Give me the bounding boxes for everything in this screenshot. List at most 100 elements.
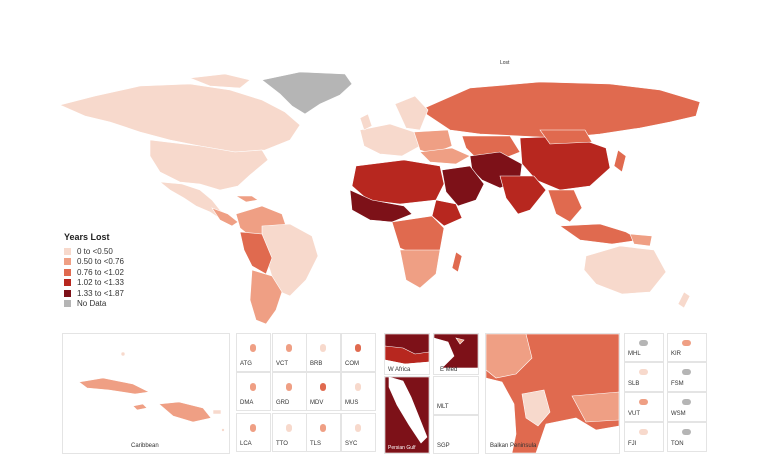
island-shape — [355, 344, 361, 352]
inset-sgp: SGP — [433, 415, 479, 454]
inset-island-atg: ATG — [236, 333, 271, 372]
region-madagascar — [451, 251, 463, 273]
inset-island-brb: BRB — [306, 333, 341, 372]
island-shape — [286, 344, 292, 352]
island-shape — [639, 340, 648, 346]
island-shape — [682, 399, 691, 405]
inset-island-ton: TON — [667, 422, 707, 452]
inset-island-lca: LCA — [236, 413, 271, 452]
island-shape — [639, 399, 648, 405]
inset-island-label: SLB — [628, 381, 640, 387]
legend-swatch — [64, 300, 71, 308]
inset-island-label: SYC — [345, 441, 358, 447]
region-usa — [149, 139, 269, 191]
legend-row: No Data — [64, 299, 174, 310]
region-turkey — [419, 147, 471, 165]
region-india — [499, 175, 547, 215]
region-australia — [583, 245, 667, 295]
inset-label-mlt: MLT — [437, 404, 449, 410]
island-shape — [682, 340, 691, 346]
inset-island-label: GRD — [276, 400, 290, 406]
inset-island-fji: FJI — [624, 422, 664, 452]
region-papua-new-guinea — [629, 233, 653, 247]
legend-label: 0 to <0.50 — [77, 246, 113, 256]
inset-w-africa: W Africa — [384, 333, 430, 375]
inset-island-label: DMA — [240, 400, 254, 406]
island-shape — [682, 429, 691, 435]
legend-label: 1.33 to <1.87 — [77, 288, 124, 298]
inset-island-kir: KIR — [667, 333, 707, 362]
legend-swatch — [64, 279, 71, 287]
inset-island-label: MDV — [310, 400, 324, 406]
inset-island-label: BRB — [310, 361, 323, 367]
region-canada-alaska — [59, 83, 301, 153]
island-shape — [286, 383, 292, 391]
inset-island-syc: SYC — [341, 413, 376, 452]
legend-row: 1.33 to <1.87 — [64, 288, 174, 299]
inset-island-label: WSM — [671, 411, 686, 417]
inset-label-sgp: SGP — [437, 443, 450, 449]
inset-balkan: Balkan Peninsula — [485, 333, 620, 454]
island-shape — [355, 424, 361, 432]
legend-row: 0.76 to <1.02 — [64, 267, 174, 278]
region-cuba — [78, 377, 150, 395]
inset-island-label: LCA — [240, 441, 252, 447]
inset-caribbean-map — [78, 351, 225, 432]
inset-island-label: KIR — [671, 351, 682, 357]
water-w-africa — [385, 359, 429, 374]
inset-caribbean: Caribbean — [62, 333, 230, 454]
region-southern-cone — [249, 269, 283, 325]
inset-island-label: FJI — [628, 441, 637, 447]
region-puerto-rico — [212, 409, 222, 415]
island-shape — [355, 383, 361, 391]
region-southeast-asia — [547, 189, 583, 223]
legend-label: 1.02 to <1.33 — [77, 278, 124, 288]
legend-label: No Data — [77, 299, 107, 309]
island-shape — [639, 429, 648, 435]
region-new-zealand — [677, 291, 691, 309]
region-turkey-west — [571, 391, 619, 423]
inset-island-label: COM — [345, 361, 359, 367]
region-indonesia — [559, 223, 641, 245]
inset-label-w-africa: W Africa — [388, 367, 411, 373]
inset-island-label: VCT — [276, 361, 288, 367]
water-aegean — [535, 417, 619, 453]
inset-island-label: FSM — [671, 381, 684, 387]
region-mongolia — [539, 129, 593, 145]
map-top-mark: Lost — [500, 60, 510, 66]
region-scandinavia — [394, 95, 429, 131]
water-persian-gulf — [388, 377, 428, 444]
region-balkan-west — [486, 334, 533, 379]
island-shape — [639, 369, 648, 375]
region-west-africa — [349, 189, 413, 223]
inset-w-africa-map — [385, 334, 429, 374]
inset-mlt: MLT — [433, 376, 479, 415]
inset-label-persian-gulf: Persian Gulf — [388, 445, 416, 451]
inset-persian-gulf-map — [385, 377, 429, 453]
region-horn-of-africa — [431, 199, 463, 227]
region-greenland — [261, 71, 353, 115]
island-shape — [682, 369, 691, 375]
region-hispaniola — [158, 401, 212, 423]
inset-island-mhl: MHL — [624, 333, 664, 362]
inset-persian-gulf: Persian Gulf — [384, 376, 430, 454]
region-japan — [613, 149, 627, 173]
region-uk — [359, 113, 373, 131]
region-arabia — [441, 165, 485, 207]
island-shape — [250, 383, 256, 391]
water-e-med — [434, 337, 455, 369]
inset-island-tls: TLS — [306, 413, 341, 452]
legend-row: 0 to <0.50 — [64, 246, 174, 257]
legend-title: Years Lost — [64, 232, 110, 242]
legend-swatch — [64, 289, 71, 297]
region-bahamas — [120, 351, 126, 357]
region-lesser-antilles — [221, 428, 225, 432]
world-map — [59, 71, 701, 325]
region-arctic-islands — [189, 73, 251, 89]
region-russia — [419, 81, 701, 139]
legend-swatch — [64, 258, 71, 266]
inset-island-tto: TTO — [272, 413, 307, 452]
region-cyprus — [455, 337, 465, 345]
legend-swatch — [64, 247, 71, 255]
